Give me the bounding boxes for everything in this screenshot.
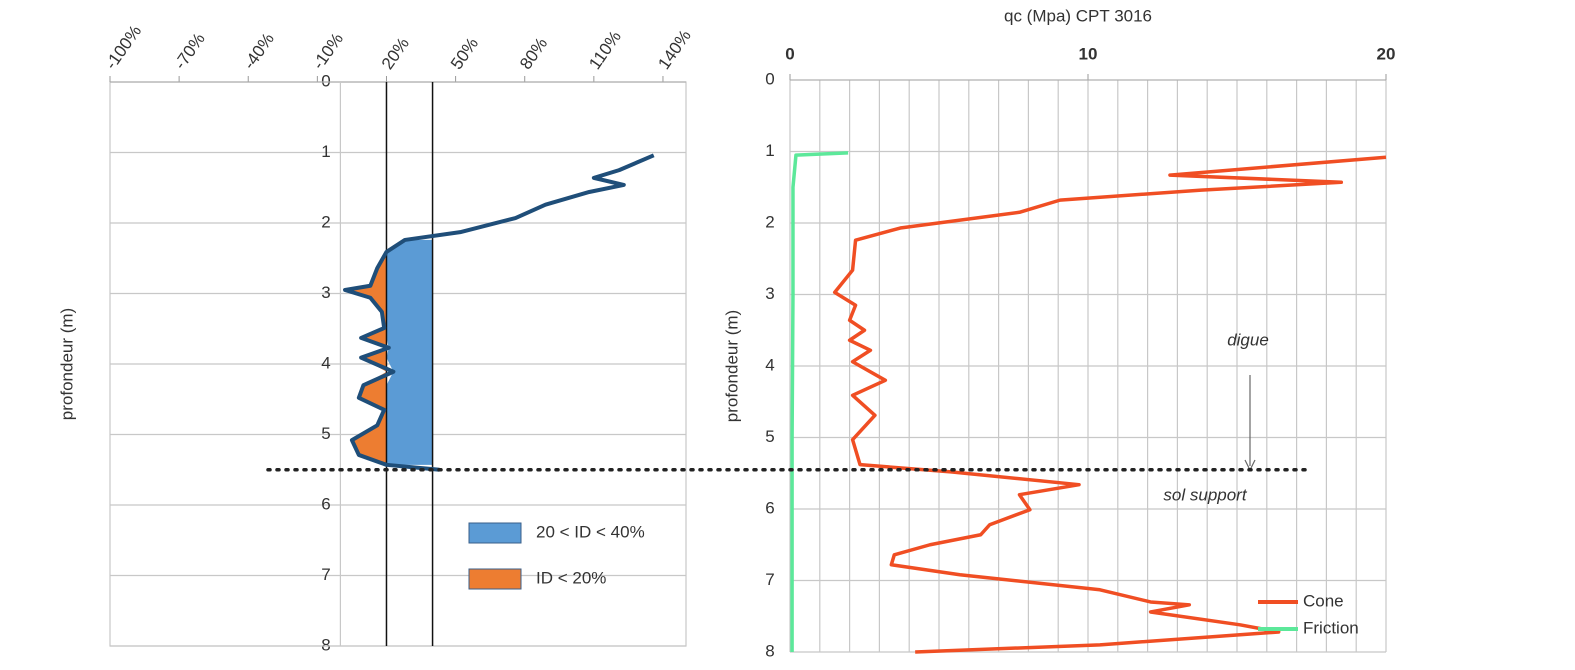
y-tick-label: 1 [321,142,330,161]
y-tick-label: 3 [765,284,774,303]
y-tick-label: 5 [321,424,330,443]
x-tick-label: 80% [516,34,551,73]
x-tick-label: 20 [1377,44,1396,63]
annotation: sol support [1163,485,1247,504]
legend-swatch [468,522,522,544]
x-tick-label: 20% [378,34,413,73]
x-tick-label: 10 [1079,44,1098,63]
y-tick-label: 8 [765,641,774,660]
y-tick-label: 6 [765,498,774,517]
line [790,151,849,652]
fill-area [386,239,433,465]
legend-label: 20 < ID < 40% [536,522,645,541]
y-tick-label: 8 [321,635,330,654]
y-tick-label: 6 [321,494,330,513]
y-tick-label: 0 [765,69,774,88]
fill-area [345,239,387,465]
x-tick-label: -40% [240,29,278,72]
y-tick-label: 1 [765,141,774,160]
y-tick-label: 7 [765,570,774,589]
x-tick-label: 110% [585,27,625,72]
line [343,153,655,472]
y-tick-label: 5 [765,427,774,446]
x-tick-label: 140% [654,26,695,73]
y-tick-label: 2 [765,212,774,231]
x-tick-label: 0 [785,44,794,63]
y-tick-label: 3 [321,283,330,302]
y-tick-label: 0 [321,71,330,90]
y-tick-label: 4 [321,353,330,372]
legend-label: Friction [1303,618,1359,637]
legend-label: ID < 20% [536,568,606,587]
x-tick-label: -70% [171,29,209,72]
y-axis-label: profondeur (m) [57,308,76,420]
legend-label: Cone [1303,591,1344,610]
y-tick-label: 7 [321,565,330,584]
chart-title: qc (Mpa) CPT 3016 [1004,6,1152,25]
annotation: digue [1227,330,1269,349]
y-tick-label: 4 [765,355,774,374]
line [832,155,1387,654]
x-tick-label: -100% [101,22,145,73]
x-tick-label: -10% [309,29,347,72]
x-tick-label: 50% [447,34,482,73]
y-tick-label: 2 [321,212,330,231]
y-axis-label: profondeur (m) [722,310,741,422]
legend-swatch [468,568,522,590]
